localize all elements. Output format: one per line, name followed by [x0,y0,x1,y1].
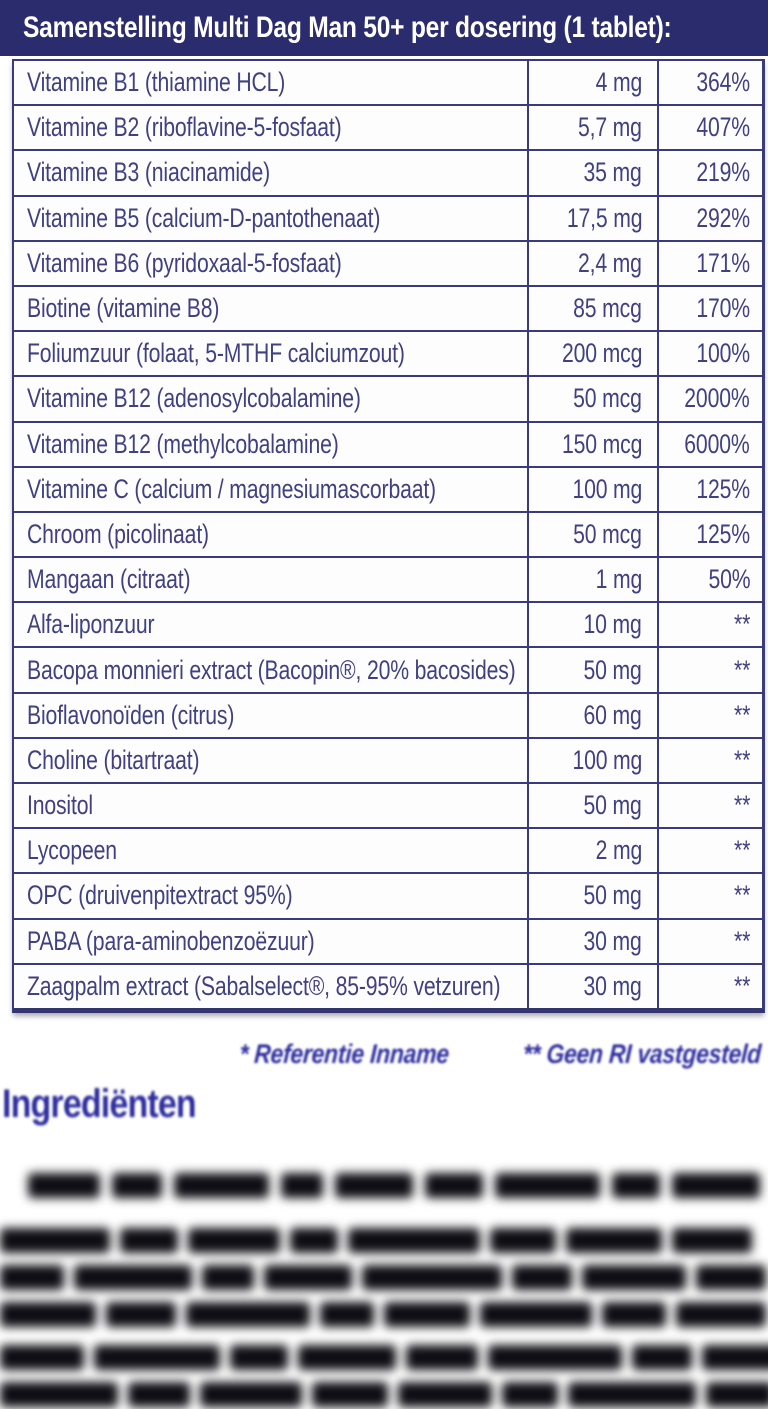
ingredient-name-cell: Bacopa monnieri extract (Bacopin®, 20% b… [27,654,516,685]
table-row: PABA (para-aminobenzoëzuur) 30 mg ** [14,917,762,963]
ri-percentage-cell: ** [657,648,762,692]
ri-percentage-cell: 50% [657,558,762,602]
composition-table: Vitamine B1 (thiamine HCL) 4 mg 364% Vit… [12,59,765,1013]
amount-cell: 10 mg [527,603,657,647]
amount-cell: 30 mg [527,964,657,1008]
blurred-text-line [0,1172,768,1198]
table-row: Choline (bitartraat) 100 mg ** [14,736,762,782]
ri-percentage-cell: 292% [657,196,762,240]
amount-cell: 50 mg [527,874,657,918]
ingredient-name-cell: Inositol [27,790,93,821]
table-row: Zaagpalm extract (Sabalselect®, 85-95% v… [14,962,762,1008]
table-row: Inositol 50 mg ** [14,782,762,828]
ingredient-name-cell: Vitamine B12 (methylcobalamine) [27,428,339,459]
amount-cell: 200 mcg [527,332,657,376]
ingredient-name-cell: Zaagpalm extract (Sabalselect®, 85-95% v… [27,970,501,1001]
amount-cell: 100 mg [527,467,657,511]
ri-percentage-cell: ** [657,738,762,782]
table-row: Vitamine B6 (pyridoxaal-5-fosfaat) 2,4 m… [14,239,762,285]
ri-percentage-cell: ** [657,603,762,647]
table-row: Vitamine B5 (calcium-D-pantothenaat) 17,… [14,194,762,240]
table-row: Vitamine C (calcium / magnesiumascorbaat… [14,465,762,511]
amount-cell: 85 mcg [527,286,657,331]
ri-percentage-cell: 100% [657,332,762,376]
ri-percentage-cell: ** [657,874,762,918]
ri-percentage-cell: 125% [657,467,762,511]
amount-cell: 100 mg [527,738,657,782]
table-row: Mangaan (citraat) 1 mg 50% [14,556,762,602]
ingredient-name-cell: Vitamine B12 (adenosylcobalamine) [27,383,361,414]
amount-cell: 60 mg [527,693,657,737]
ingredient-name-cell: PABA (para-aminobenzoëzuur) [27,925,315,956]
amount-cell: 50 mcg [527,377,657,421]
amount-cell: 50 mg [527,784,657,828]
blurred-text-line [0,1264,768,1290]
ri-percentage-cell: 6000% [657,422,762,466]
ingredient-name-cell: Biotine (vitamine B8) [27,293,220,324]
ri-percentage-cell: 171% [657,241,762,285]
ri-percentage-cell: ** [657,784,762,828]
amount-cell: 2,4 mg [527,241,657,285]
ingredient-name-cell: Vitamine B3 (niacinamide) [27,157,271,188]
table-row: Bioflavonoïden (citrus) 60 mg ** [14,691,762,737]
amount-cell: 1 mg [527,558,657,602]
table-row: Vitamine B12 (adenosylcobalamine) 50 mcg… [14,375,762,421]
ingredient-name-cell: Alfa-liponzuur [27,609,155,640]
amount-cell: 5,7 mg [527,106,657,150]
ingredient-name-cell: Vitamine B6 (pyridoxaal-5-fosfaat) [27,247,342,278]
table-header-bar: Samenstelling Multi Dag Man 50+ per dose… [0,0,768,56]
table-row: Vitamine B3 (niacinamide) 35 mg 219% [14,149,762,195]
amount-cell: 4 mg [527,61,657,105]
amount-cell: 35 mg [527,151,657,195]
amount-cell: 50 mcg [527,512,657,557]
ingredient-name-cell: Bioflavonoïden (citrus) [27,699,235,730]
ri-percentage-cell: ** [657,964,762,1008]
amount-cell: 50 mg [527,648,657,692]
ri-percentage-cell: 407% [657,106,762,150]
ingredients-heading: Ingrediënten [2,1081,197,1126]
ri-percentage-cell: ** [657,919,762,963]
amount-cell: 30 mg [527,919,657,963]
blurred-text-line [0,1344,768,1370]
ingredient-name-cell: Chroom (picolinaat) [27,518,209,549]
footnote-no-ri: ** Geen RI vastgesteld [522,1038,762,1069]
ingredient-name-cell: Lycopeen [27,835,117,866]
blurred-text-line [0,1301,768,1327]
table-row: Alfa-liponzuur 10 mg ** [14,601,762,647]
ingredient-name-cell: OPC (druivenpitextract 95%) [27,880,293,911]
amount-cell: 150 mcg [527,422,657,466]
blurred-text-line [0,1227,768,1253]
ingredient-name-cell: Choline (bitartraat) [27,744,200,775]
table-row: Lycopeen 2 mg ** [14,827,762,873]
ingredient-name-cell: Vitamine B1 (thiamine HCL) [27,67,286,98]
table-row: Vitamine B1 (thiamine HCL) 4 mg 364% [14,61,762,105]
ri-percentage-cell: 125% [657,512,762,557]
amount-cell: 2 mg [527,829,657,873]
table-row: Biotine (vitamine B8) 85 mcg 170% [14,284,762,331]
ri-percentage-cell: 170% [657,286,762,331]
amount-cell: 17,5 mg [527,196,657,240]
ri-percentage-cell: 364% [657,61,762,105]
table-row: Chroom (picolinaat) 50 mcg 125% [14,510,762,557]
ingredients-paragraph-blurred [0,1172,768,1407]
table-row: Vitamine B2 (riboflavine-5-fosfaat) 5,7 … [14,104,762,150]
table-row: Vitamine B12 (methylcobalamine) 150 mcg … [14,420,762,466]
ingredient-name-cell: Vitamine C (calcium / magnesiumascorbaat… [27,473,436,504]
blurred-text-line [0,1381,768,1407]
footnote-reference-intake: * Referentie Inname [238,1038,450,1069]
table-title: Samenstelling Multi Dag Man 50+ per dose… [23,11,672,44]
ingredient-name-cell: Vitamine B5 (calcium-D-pantothenaat) [27,202,381,233]
table-row: Bacopa monnieri extract (Bacopin®, 20% b… [14,646,762,692]
ingredient-name-cell: Foliumzuur (folaat, 5-MTHF calciumzout) [27,338,405,369]
ri-percentage-cell: ** [657,829,762,873]
ingredient-name-cell: Vitamine B2 (riboflavine-5-fosfaat) [27,112,342,143]
ingredient-name-cell: Mangaan (citraat) [27,564,191,595]
footnote: * Referentie Inname ** Geen RI vastgeste… [0,1039,768,1070]
ri-percentage-cell: 219% [657,151,762,195]
table-row: Foliumzuur (folaat, 5-MTHF calciumzout) … [14,330,762,376]
ri-percentage-cell: ** [657,693,762,737]
table-row: OPC (druivenpitextract 95%) 50 mg ** [14,872,762,918]
ri-percentage-cell: 2000% [657,377,762,421]
